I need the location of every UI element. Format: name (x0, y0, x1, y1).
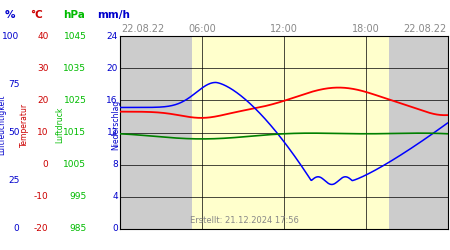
Bar (120, 36, 193, 229)
Text: 0: 0 (112, 224, 118, 233)
Bar (193, 36, 389, 229)
Text: 0: 0 (14, 224, 19, 233)
Text: 16: 16 (106, 96, 118, 105)
Text: Erstellt: 21.12.2024 17:56: Erstellt: 21.12.2024 17:56 (190, 216, 299, 225)
Text: 100: 100 (2, 32, 19, 41)
Text: Luftfeuchtigkeit: Luftfeuchtigkeit (0, 95, 6, 155)
Text: 40: 40 (37, 32, 49, 41)
Text: 1045: 1045 (63, 32, 86, 41)
Text: 1005: 1005 (63, 160, 86, 169)
Text: 985: 985 (69, 224, 86, 233)
Text: Luftdruck: Luftdruck (55, 107, 64, 143)
Text: mm/h: mm/h (97, 10, 130, 20)
Text: 20: 20 (37, 96, 49, 105)
Text: 12:00: 12:00 (270, 24, 298, 34)
Text: 12: 12 (107, 128, 118, 137)
Text: Niederschlag: Niederschlag (112, 100, 121, 150)
Text: 18:00: 18:00 (352, 24, 380, 34)
Bar (389, 36, 448, 229)
Text: 1035: 1035 (63, 64, 86, 73)
Text: 1025: 1025 (63, 96, 86, 105)
Text: °C: °C (31, 10, 43, 20)
Text: Temperatur: Temperatur (20, 103, 29, 147)
Text: 75: 75 (8, 80, 19, 89)
Text: 0: 0 (43, 160, 49, 169)
Text: 1015: 1015 (63, 128, 86, 137)
Text: 8: 8 (112, 160, 118, 169)
Text: 995: 995 (69, 192, 86, 201)
Text: 22.08.22: 22.08.22 (404, 24, 447, 34)
Text: hPa: hPa (63, 10, 85, 20)
Text: 25: 25 (8, 176, 19, 185)
Text: 4: 4 (112, 192, 118, 201)
Text: 20: 20 (107, 64, 118, 73)
Text: 30: 30 (37, 64, 49, 73)
Text: 50: 50 (8, 128, 19, 137)
Text: 22.08.22: 22.08.22 (121, 24, 164, 34)
Text: -10: -10 (34, 192, 49, 201)
Text: -20: -20 (34, 224, 49, 233)
Text: 10: 10 (37, 128, 49, 137)
Text: 06:00: 06:00 (188, 24, 216, 34)
Text: %: % (4, 10, 15, 20)
Text: 24: 24 (107, 32, 118, 41)
